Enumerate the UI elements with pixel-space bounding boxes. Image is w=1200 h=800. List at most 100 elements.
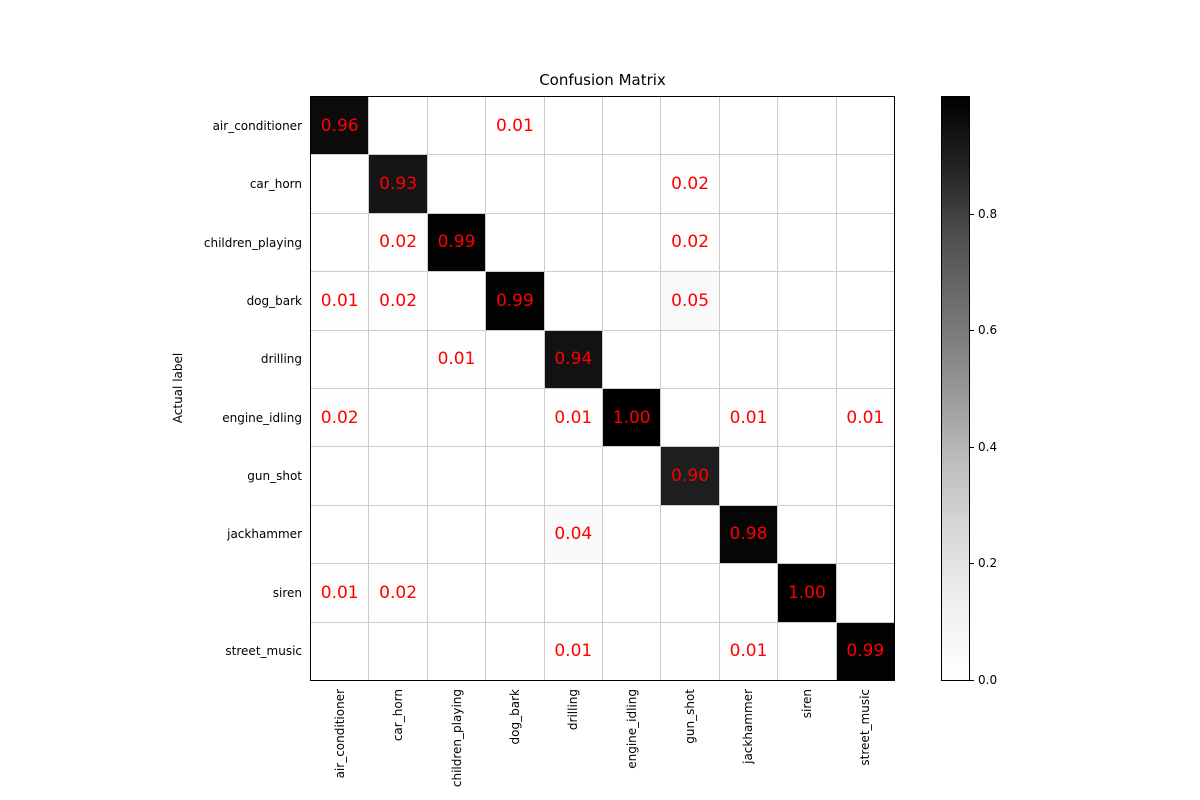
cell-value: 0.04 (554, 524, 593, 545)
cell-value: 0.93 (379, 174, 418, 195)
matrix-cell (719, 155, 778, 213)
matrix-cell (778, 213, 836, 272)
matrix-cell (719, 272, 778, 330)
matrix-cell (719, 447, 778, 505)
y-tick-label: dog_bark (246, 294, 302, 309)
matrix-cell: 0.98 (719, 505, 778, 564)
matrix-cell (603, 330, 661, 388)
matrix-cell (661, 330, 719, 388)
y-tick-label: gun_shot (247, 468, 302, 483)
matrix-cell (603, 447, 661, 505)
cell-value: 0.02 (320, 407, 359, 428)
matrix-cell (719, 213, 778, 272)
matrix-cell (836, 505, 894, 564)
y-tick-label: air_conditioner (212, 119, 302, 134)
cell-value: 0.01 (320, 582, 359, 603)
matrix-cell (661, 505, 719, 564)
matrix-cell (836, 213, 894, 272)
matrix-cell (311, 505, 369, 564)
matrix-cell (603, 213, 661, 272)
matrix-cell: 0.01 (719, 389, 778, 447)
matrix-cell (836, 564, 894, 622)
y-tick-label: drilling (260, 352, 302, 367)
matrix-cell: 0.01 (311, 272, 369, 330)
matrix-cell (778, 97, 836, 155)
x-tick-label: engine_idling (624, 689, 639, 769)
heatmap-grid: 0.96 0.01 0.93 0.02 0.02 0.99 0.02 0.01 0.02 0.99… (310, 96, 895, 681)
matrix-cell (544, 97, 602, 155)
matrix-cell (427, 622, 486, 680)
matrix-cell: 0.02 (311, 389, 369, 447)
matrix-cell (486, 213, 544, 272)
cell-value: 0.02 (379, 290, 418, 311)
cell-value: 0.01 (495, 115, 534, 136)
matrix-cell: 0.96 (311, 97, 369, 155)
matrix-cell: 0.94 (544, 330, 602, 388)
matrix-cell: 0.05 (661, 272, 719, 330)
cell-value: 0.98 (729, 524, 768, 545)
matrix-cell: 0.01 (544, 622, 602, 680)
matrix-cell (719, 564, 778, 622)
matrix-cell (661, 622, 719, 680)
matrix-cell (661, 97, 719, 155)
matrix-cell (836, 330, 894, 388)
matrix-cell (369, 622, 427, 680)
matrix-cell (544, 564, 602, 622)
y-tick-label: children_playing (203, 235, 302, 250)
matrix-cell: 0.02 (369, 272, 427, 330)
cell-value: 0.05 (671, 290, 710, 311)
cell-value: 0.01 (846, 407, 885, 428)
matrix-cell: 0.01 (719, 622, 778, 680)
x-tick-label: children_playing (449, 689, 464, 788)
cell-value: 0.02 (379, 232, 418, 253)
matrix-cell (778, 330, 836, 388)
matrix-cell: 0.90 (661, 447, 719, 505)
cell-value: 0.94 (554, 349, 593, 370)
y-axis-label: Actual label (171, 352, 185, 424)
cell-value: 0.90 (671, 466, 710, 487)
matrix-cell (427, 155, 486, 213)
matrix-cell (486, 447, 544, 505)
colorbar-tick-label: 0.4 (978, 439, 998, 454)
matrix-cell: 0.01 (486, 97, 544, 155)
y-tick-label: car_horn (249, 177, 302, 192)
matrix-cell (544, 447, 602, 505)
cell-value: 0.99 (437, 232, 476, 253)
cell-value: 0.99 (495, 290, 534, 311)
matrix-cell (311, 330, 369, 388)
matrix-cell (486, 564, 544, 622)
y-tick-label: siren (272, 585, 302, 600)
matrix-cell (486, 330, 544, 388)
cell-value: 0.01 (554, 407, 593, 428)
colorbar-tick-mark (969, 446, 974, 448)
cell-value: 1.00 (612, 407, 651, 428)
matrix-cell: 0.02 (661, 213, 719, 272)
matrix-cell (778, 447, 836, 505)
x-tick-label: car_horn (391, 689, 406, 742)
matrix-cell: 0.99 (486, 272, 544, 330)
matrix-cell (544, 272, 602, 330)
cell-value: 0.96 (320, 115, 359, 136)
matrix-cell (603, 564, 661, 622)
matrix-cell (427, 447, 486, 505)
cell-value: 0.02 (379, 582, 418, 603)
matrix-cell (778, 505, 836, 564)
matrix-cell (719, 330, 778, 388)
matrix-cell (311, 213, 369, 272)
cell-value: 1.00 (787, 582, 826, 603)
matrix-cell (544, 213, 602, 272)
matrix-cell (603, 622, 661, 680)
matrix-cell (836, 447, 894, 505)
matrix-cell (603, 272, 661, 330)
matrix-cell: 1.00 (603, 389, 661, 447)
cell-value: 0.01 (554, 641, 593, 662)
x-tick-label: street_music (857, 689, 872, 766)
matrix-cell: 0.01 (427, 330, 486, 388)
y-tick-label: engine_idling (222, 410, 302, 425)
cell-value: 0.01 (729, 407, 768, 428)
x-tick-label: gun_shot (682, 689, 697, 744)
matrix-cell (311, 447, 369, 505)
matrix-cell (778, 272, 836, 330)
matrix-cell (369, 447, 427, 505)
